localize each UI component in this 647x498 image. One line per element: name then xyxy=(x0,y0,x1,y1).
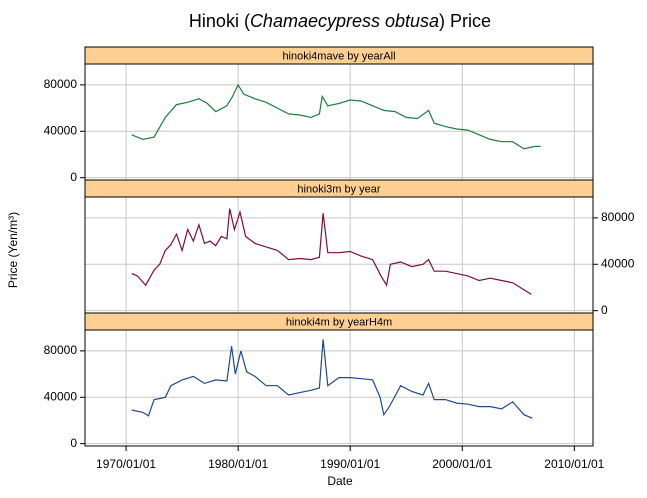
x-tick-label: 1980/01/01 xyxy=(208,457,268,471)
panel-frame xyxy=(84,63,594,181)
panel-frame xyxy=(84,196,594,314)
y-tick-label: 80000 xyxy=(44,343,78,357)
x-tick-label: 2010/01/01 xyxy=(544,457,604,471)
title-part: ) Price xyxy=(439,11,491,31)
strip-label: hinoki4mave by yearAll xyxy=(282,50,395,62)
series-line xyxy=(131,339,533,419)
series-line xyxy=(131,208,532,295)
x-tick-label: 1990/01/01 xyxy=(320,457,380,471)
y-tick-label: 80000 xyxy=(601,210,635,224)
x-axis-label: Date xyxy=(327,474,353,488)
y-tick-label: 40000 xyxy=(44,389,78,403)
title-part: Hinoki ( xyxy=(189,11,250,31)
y-tick-label: 80000 xyxy=(44,77,78,91)
y-tick-label: 40000 xyxy=(44,123,78,137)
series-line xyxy=(131,83,541,150)
x-tick-label: 1970/01/01 xyxy=(96,457,156,471)
y-tick-label: 0 xyxy=(601,303,608,317)
x-tick-label: 2000/01/01 xyxy=(432,457,492,471)
strip-label: hinoki3m by year xyxy=(297,183,380,195)
y-tick-label: 40000 xyxy=(601,256,635,270)
title-part: Chamaecypress obtusa xyxy=(250,11,439,31)
y-tick-label: 0 xyxy=(70,436,77,450)
panel-frame xyxy=(84,329,594,447)
y-axis-label: Price (Yen/m³) xyxy=(6,212,20,288)
strip-label: hinoki4m by yearH4m xyxy=(286,316,392,328)
chart-title: Hinoki (Chamaecypress obtusa) Price xyxy=(189,11,491,31)
y-tick-label: 0 xyxy=(70,170,77,184)
